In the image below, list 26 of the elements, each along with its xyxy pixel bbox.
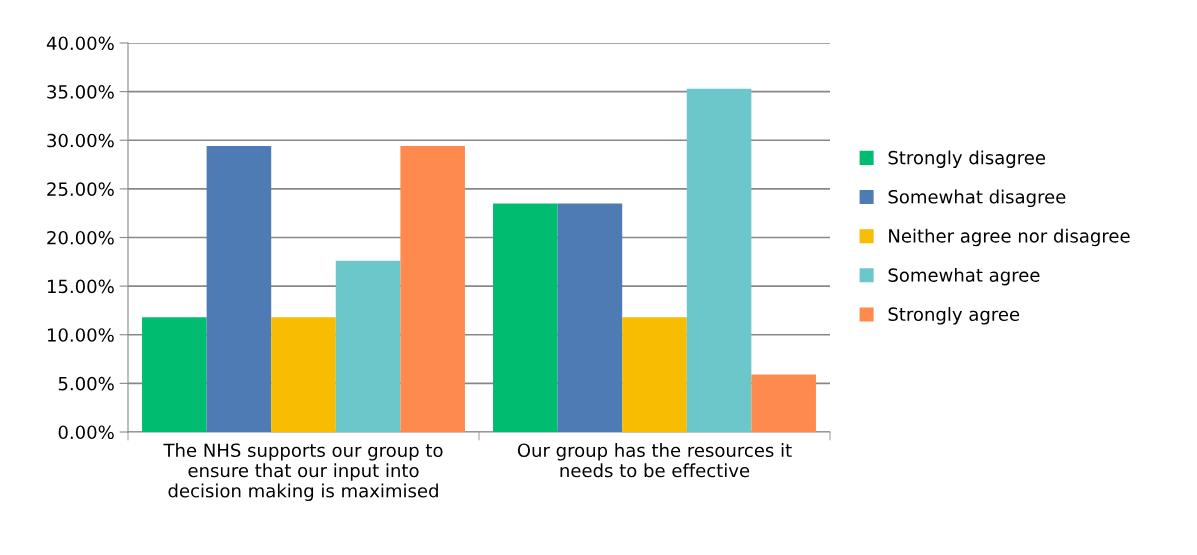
bar — [622, 317, 687, 432]
bar — [493, 203, 558, 432]
y-tick-label: 40.00% — [46, 36, 114, 51]
legend-label: Somewhat agree — [888, 267, 1040, 286]
y-tick-label: 30.00% — [47, 133, 114, 148]
legend-label: Strongly disagree — [888, 150, 1046, 168]
y-tick-label: 20.00% — [47, 230, 114, 245]
bar — [751, 374, 816, 432]
bar — [206, 146, 272, 432]
bar — [686, 88, 752, 432]
y-tick-label: 10.00% — [47, 328, 114, 342]
y-tick-label: 25.00% — [47, 182, 114, 196]
legend-label: Somewhat disagree — [888, 189, 1066, 208]
y-tick-label: 35.00% — [47, 85, 114, 99]
bar — [557, 203, 623, 432]
x-tick-label: The NHS supports our group to ensure that our input into decision making is maximised — [163, 443, 443, 502]
y-tick-label: 15.00% — [47, 279, 114, 294]
bar — [271, 317, 336, 432]
bar — [142, 317, 207, 432]
bar — [335, 260, 401, 432]
bar — [400, 146, 465, 432]
legend-label: Neither agree nor disagree — [889, 228, 1130, 247]
x-tick-label: Our group has the resources it needs to be effective — [517, 443, 792, 478]
legend-label: Strongly agree — [888, 307, 1020, 325]
y-tick-label: 0.00% — [58, 425, 114, 440]
y-tick-label: 5.00% — [58, 376, 114, 391]
